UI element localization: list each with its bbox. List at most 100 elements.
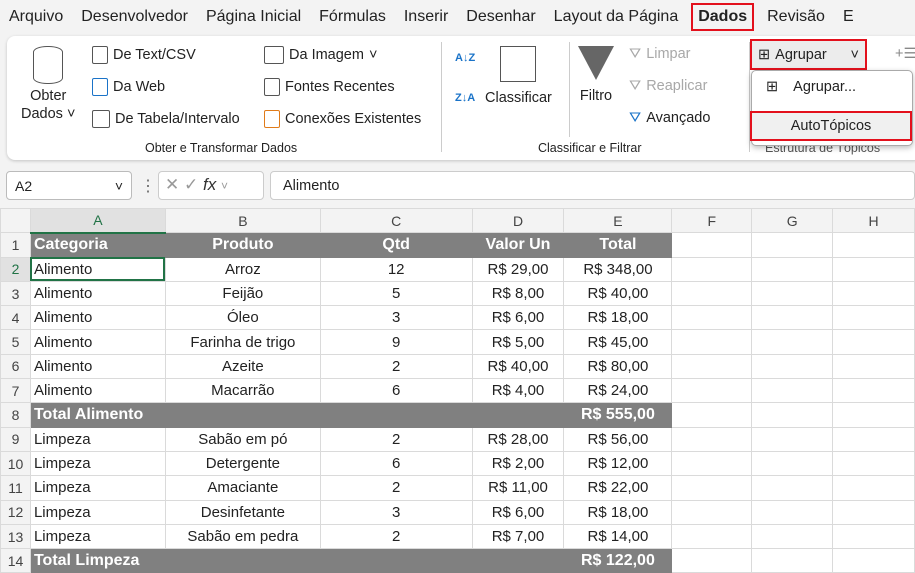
cell-B6[interactable]: Azeite bbox=[164, 353, 321, 380]
menu-revisao[interactable]: Revisão bbox=[767, 8, 825, 25]
row-header[interactable]: 6 bbox=[0, 353, 31, 380]
cell-C11[interactable]: 2 bbox=[319, 475, 473, 501]
cell-C5[interactable]: 9 bbox=[319, 329, 473, 355]
menu-more[interactable]: E bbox=[842, 8, 854, 25]
menu-inserir[interactable]: Inserir bbox=[403, 8, 449, 25]
cell-D1[interactable]: Valor Un bbox=[471, 232, 565, 258]
name-box[interactable]: A2 ˅ bbox=[6, 171, 132, 200]
menu-arquivo[interactable]: Arquivo bbox=[9, 8, 64, 25]
row-header[interactable]: 2 bbox=[0, 256, 31, 282]
reaplicar-button[interactable]: ⛛ Reaplicar bbox=[629, 78, 708, 94]
column-header-D[interactable]: D bbox=[471, 207, 565, 234]
cell-F11[interactable] bbox=[671, 475, 753, 501]
row-header[interactable]: 3 bbox=[0, 280, 31, 307]
cell-F13[interactable] bbox=[671, 523, 753, 550]
sort-az-button[interactable]: A↓Z bbox=[455, 52, 476, 64]
cell-E4[interactable]: R$ 18,00 bbox=[563, 305, 673, 331]
cell-F12[interactable] bbox=[671, 499, 753, 525]
cell-B2[interactable]: Arroz bbox=[164, 256, 321, 282]
cell-C6[interactable]: 2 bbox=[319, 353, 473, 380]
menu-desenhar[interactable]: Desenhar bbox=[466, 8, 536, 25]
cell-D8[interactable] bbox=[471, 402, 565, 428]
cell-G5[interactable] bbox=[751, 329, 834, 355]
row-header[interactable]: 12 bbox=[0, 499, 31, 525]
row-header[interactable]: 7 bbox=[0, 378, 31, 404]
cell-G3[interactable] bbox=[751, 280, 834, 307]
cell-B12[interactable]: Desinfetante bbox=[164, 499, 321, 525]
cell-C13[interactable]: 2 bbox=[319, 523, 473, 550]
cell-A12[interactable]: Limpeza bbox=[29, 499, 166, 525]
cell-B14[interactable] bbox=[164, 548, 321, 573]
show-detail-icon[interactable]: +☰ bbox=[895, 46, 915, 62]
cell-E13[interactable]: R$ 14,00 bbox=[563, 523, 673, 550]
cell-F8[interactable] bbox=[671, 402, 753, 428]
cell-H14[interactable] bbox=[832, 548, 915, 573]
cell-E7[interactable]: R$ 24,00 bbox=[563, 378, 673, 404]
cell-G12[interactable] bbox=[751, 499, 834, 525]
cell-H7[interactable] bbox=[832, 378, 915, 404]
menu-pagina-inicial[interactable]: Página Inicial bbox=[205, 8, 302, 25]
cell-F6[interactable] bbox=[671, 353, 753, 380]
cell-D4[interactable]: R$ 6,00 bbox=[471, 305, 565, 331]
row-header[interactable]: 14 bbox=[0, 548, 31, 573]
cell-F3[interactable] bbox=[671, 280, 753, 307]
cell-H8[interactable] bbox=[832, 402, 915, 428]
cell-E11[interactable]: R$ 22,00 bbox=[563, 475, 673, 501]
cell-B10[interactable]: Detergente bbox=[164, 450, 321, 477]
cell-A9[interactable]: Limpeza bbox=[29, 426, 166, 452]
cell-D13[interactable]: R$ 7,00 bbox=[471, 523, 565, 550]
cell-F1[interactable] bbox=[671, 232, 753, 258]
cell-G1[interactable] bbox=[751, 232, 834, 258]
cell-D14[interactable] bbox=[471, 548, 565, 573]
cell-G9[interactable] bbox=[751, 426, 834, 452]
cell-G8[interactable] bbox=[751, 402, 834, 428]
cell-H11[interactable] bbox=[832, 475, 915, 501]
conexoes-button[interactable]: Conexões Existentes bbox=[264, 110, 421, 128]
cell-H2[interactable] bbox=[832, 256, 915, 282]
cell-H12[interactable] bbox=[832, 499, 915, 525]
column-header-B[interactable]: B bbox=[164, 207, 321, 234]
limpar-button[interactable]: ⛛ Limpar bbox=[629, 46, 691, 62]
classificar-button[interactable]: Classificar bbox=[485, 46, 552, 106]
row-header[interactable]: 1 bbox=[0, 232, 31, 258]
select-all[interactable] bbox=[0, 207, 31, 234]
cell-B3[interactable]: Feijão bbox=[164, 280, 321, 307]
formula-input[interactable]: Alimento bbox=[270, 171, 915, 200]
menu-dados[interactable]: Dados bbox=[691, 3, 755, 31]
cell-F14[interactable] bbox=[671, 548, 753, 573]
cell-C3[interactable]: 5 bbox=[319, 280, 473, 307]
cell-C4[interactable]: 3 bbox=[319, 305, 473, 331]
cancel-icon[interactable]: ✕ bbox=[165, 175, 180, 194]
row-header[interactable]: 11 bbox=[0, 475, 31, 501]
sort-za-button[interactable]: Z↓A bbox=[455, 92, 476, 104]
menu-desenvolvedor[interactable]: Desenvolvedor bbox=[81, 8, 188, 25]
menu-item-autotopicos[interactable]: AutoTópicos bbox=[750, 111, 912, 141]
cell-H1[interactable] bbox=[832, 232, 915, 258]
column-header-G[interactable]: G bbox=[751, 207, 834, 234]
cell-E14[interactable]: R$ 122,00 bbox=[563, 548, 673, 573]
row-header[interactable]: 8 bbox=[0, 402, 31, 428]
tabela-button[interactable]: De Tabela/Intervalo bbox=[92, 110, 240, 128]
cell-B4[interactable]: Óleo bbox=[164, 305, 321, 331]
cell-H9[interactable] bbox=[832, 426, 915, 452]
cell-D12[interactable]: R$ 6,00 bbox=[471, 499, 565, 525]
cell-B8[interactable] bbox=[164, 402, 321, 428]
menu-item-agrupar[interactable]: ⊞ Agrupar... bbox=[766, 79, 857, 95]
cell-H3[interactable] bbox=[832, 280, 915, 307]
cell-D11[interactable]: R$ 11,00 bbox=[471, 475, 565, 501]
cell-E3[interactable]: R$ 40,00 bbox=[563, 280, 673, 307]
cell-F9[interactable] bbox=[671, 426, 753, 452]
cell-B7[interactable]: Macarrão bbox=[164, 378, 321, 404]
cell-C10[interactable]: 6 bbox=[319, 450, 473, 477]
cell-E1[interactable]: Total bbox=[563, 232, 673, 258]
column-header-F[interactable]: F bbox=[671, 207, 753, 234]
imagem-button[interactable]: Da Imagem ˅ bbox=[264, 46, 377, 64]
confirm-icon[interactable]: ✓ bbox=[183, 175, 199, 194]
cell-F7[interactable] bbox=[671, 378, 753, 404]
cell-G10[interactable] bbox=[751, 450, 834, 477]
cell-A2[interactable]: Alimento bbox=[29, 256, 166, 282]
cell-D5[interactable]: R$ 5,00 bbox=[471, 329, 565, 355]
cell-B13[interactable]: Sabão em pedra bbox=[164, 523, 321, 550]
obter-dados-button[interactable]: Obter Dados ˅ bbox=[21, 46, 75, 122]
cell-B1[interactable]: Produto bbox=[164, 232, 321, 258]
